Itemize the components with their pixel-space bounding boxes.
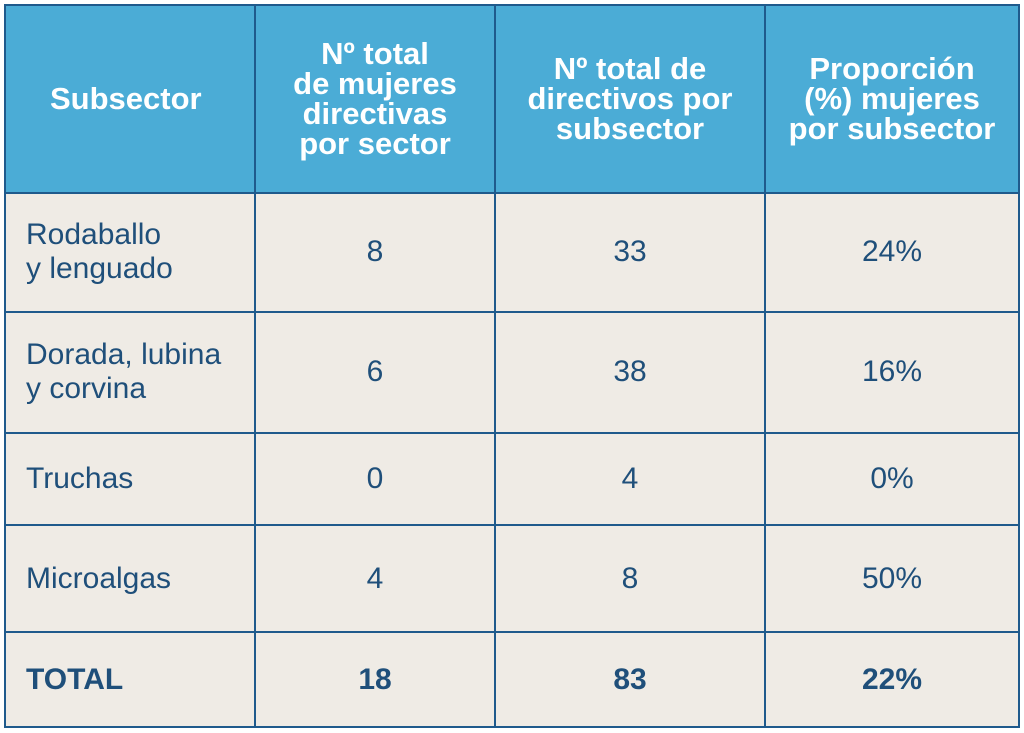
mujeres-value: 0 [254,431,496,527]
mujeres-value: 6 [254,310,496,434]
total-label: TOTAL [4,631,256,728]
header-row: Subsector Nº total de mujeres directivas… [4,4,1020,194]
subsector-table: Subsector Nº total de mujeres directivas… [4,4,1020,728]
proporcion-value: 50% [764,524,1020,634]
directivos-value: 38 [494,310,766,434]
header-mujeres-directivas: Nº total de mujeres directivas por secto… [254,4,496,194]
subsector-name: Truchas [4,431,256,527]
table-row: Rodaballo y lenguado 8 33 24% [4,192,1020,313]
proporcion-value: 16% [764,310,1020,434]
data-table-container: Subsector Nº total de mujeres directivas… [4,4,1020,728]
total-proporcion: 22% [764,631,1020,728]
total-directivos: 83 [494,631,766,728]
mujeres-value: 8 [254,192,496,313]
table-row: Microalgas 4 8 50% [4,524,1020,634]
mujeres-value: 4 [254,524,496,634]
header-subsector: Subsector [4,4,256,194]
proporcion-value: 0% [764,431,1020,527]
directivos-value: 4 [494,431,766,527]
proporcion-value: 24% [764,192,1020,313]
directivos-value: 8 [494,524,766,634]
header-proporcion: Proporción (%) mujeres por subsector [764,4,1020,194]
table-row: Truchas 0 4 0% [4,431,1020,527]
total-mujeres: 18 [254,631,496,728]
total-row: TOTAL 18 83 22% [4,631,1020,728]
subsector-name: Microalgas [4,524,256,634]
subsector-name: Dorada, lubina y corvina [4,310,256,434]
subsector-name: Rodaballo y lenguado [4,192,256,313]
header-total-directivos: Nº total de directivos por subsector [494,4,766,194]
table-row: Dorada, lubina y corvina 6 38 16% [4,310,1020,434]
directivos-value: 33 [494,192,766,313]
